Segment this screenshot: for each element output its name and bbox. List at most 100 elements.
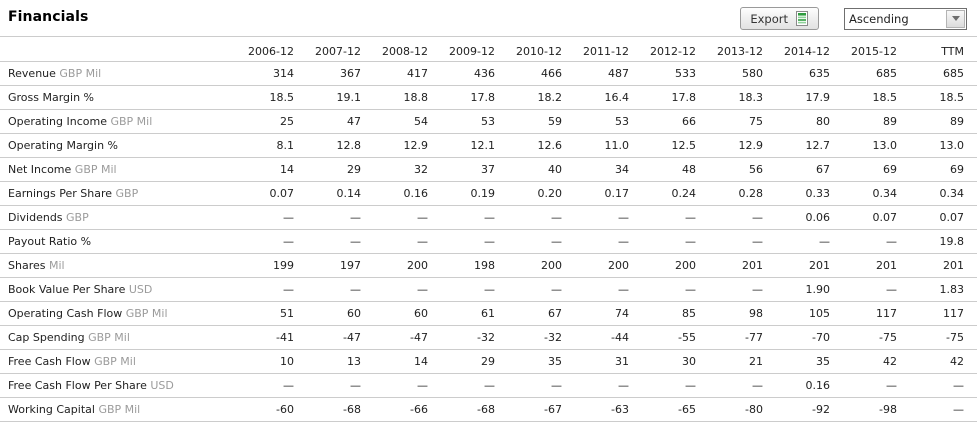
table-row: Net Income GBP Mil 14 29 32 37 40 34 48 56 67 69 6… [0, 157, 977, 182]
table-row: Shares Mil 199 197 200 198 200 200 200 201 201 20… [0, 253, 977, 278]
value-cell: 80 [776, 109, 843, 134]
column-header: 2007-12 [307, 37, 374, 62]
value-cell: 66 [642, 109, 709, 134]
value-cell: 75 [709, 109, 776, 134]
value-cell: 14 [374, 349, 441, 374]
value-cell: 59 [508, 109, 575, 134]
table-row: Operating Cash Flow GBP Mil 51 60 60 61 67 74… [0, 301, 977, 326]
value-cell: 117 [910, 301, 977, 326]
row-unit: USD [128, 282, 153, 296]
value-cell: -70 [776, 325, 843, 350]
value-cell: 8.1 [240, 133, 307, 158]
value-cell: — [843, 373, 910, 398]
value-cell: 199 [240, 253, 307, 278]
value-cell: — [575, 205, 642, 230]
value-cell: 14 [240, 157, 307, 182]
value-cell: 37 [441, 157, 508, 182]
table-row: Cap Spending GBP Mil -41 -47 -47 -32 -32 -44-… [0, 325, 977, 350]
row-label-cell: Working Capital GBP Mil [0, 397, 240, 422]
value-cell: — [843, 229, 910, 254]
value-cell: 85 [642, 301, 709, 326]
row-label: Payout Ratio % [8, 234, 92, 248]
row-label: Shares [8, 258, 46, 272]
value-cell: -92 [776, 397, 843, 422]
value-cell: 117 [843, 301, 910, 326]
row-label-cell: Payout Ratio % [0, 229, 240, 254]
value-cell: 48 [642, 157, 709, 182]
value-cell: 200 [508, 253, 575, 278]
row-label-cell: Cap Spending GBP Mil [0, 325, 240, 350]
column-header: 2013-12 [709, 37, 776, 62]
value-cell: 29 [441, 349, 508, 374]
value-cell: — [441, 277, 508, 302]
row-unit: GBP Mil [94, 354, 136, 368]
row-label: Revenue [8, 66, 56, 80]
value-cell: 685 [910, 61, 977, 86]
value-cell: — [843, 277, 910, 302]
value-cell: 417 [374, 61, 441, 86]
value-cell: 19.8 [910, 229, 977, 254]
value-cell: 12.6 [508, 133, 575, 158]
value-cell: 13.0 [843, 133, 910, 158]
value-cell: 198 [441, 253, 508, 278]
table-header-row: 2006-12 2007-12 2008-12 2009-12 2010-12 2011-… [0, 37, 977, 62]
sort-order-select[interactable]: Ascending [844, 7, 967, 30]
row-label-cell: Earnings Per Share GBP [0, 181, 240, 206]
value-cell: -32 [441, 325, 508, 350]
value-cell: 0.20 [508, 181, 575, 206]
value-cell: — [709, 277, 776, 302]
page-title: Financials [8, 9, 89, 25]
value-cell: 0.16 [776, 373, 843, 398]
value-cell: 16.4 [575, 85, 642, 110]
value-cell: 17.9 [776, 85, 843, 110]
row-unit: GBP Mil [98, 402, 141, 416]
value-cell: 34 [575, 157, 642, 182]
value-cell: 17.8 [441, 85, 508, 110]
value-cell: 0.33 [776, 181, 843, 206]
value-cell: 13 [307, 349, 374, 374]
row-label-cell: Operating Margin % [0, 133, 240, 158]
row-label-cell: Revenue GBP Mil [0, 61, 240, 86]
column-header: 2011-12 [575, 37, 642, 62]
value-cell: 580 [709, 61, 776, 86]
value-cell: 12.5 [642, 133, 709, 158]
value-cell: — [307, 277, 374, 302]
value-cell: — [709, 205, 776, 230]
value-cell: 0.28 [709, 181, 776, 206]
value-cell: 69 [910, 157, 977, 182]
value-cell: 42 [910, 349, 977, 374]
value-cell: 533 [642, 61, 709, 86]
row-unit: GBP Mil [110, 114, 153, 128]
value-cell: -68 [441, 397, 508, 422]
export-button[interactable]: Export [740, 7, 819, 30]
value-cell: 0.19 [441, 181, 508, 206]
column-header: 2009-12 [441, 37, 508, 62]
value-cell: 47 [307, 109, 374, 134]
value-cell: 19.1 [307, 85, 374, 110]
value-cell: — [709, 229, 776, 254]
dropdown-arrow-icon[interactable] [946, 9, 965, 28]
value-cell: 10 [240, 349, 307, 374]
value-cell: 201 [776, 253, 843, 278]
value-cell: 18.2 [508, 85, 575, 110]
row-label-cell: Dividends GBP [0, 205, 240, 230]
value-cell: 74 [575, 301, 642, 326]
value-cell: — [374, 373, 441, 398]
value-cell: 18.8 [374, 85, 441, 110]
header-bar: Financials Export Ascending [0, 0, 977, 37]
value-cell: 60 [374, 301, 441, 326]
value-cell: — [575, 373, 642, 398]
table-row: Operating Margin % 8.1 12.8 12.9 12.1 12.6 11… [0, 133, 977, 158]
row-unit: USD [150, 378, 174, 392]
value-cell: -75 [843, 325, 910, 350]
value-cell: 51 [240, 301, 307, 326]
row-label-cell: Net Income GBP Mil [0, 157, 240, 182]
export-spreadsheet-icon [795, 11, 809, 26]
value-cell: 12.7 [776, 133, 843, 158]
column-header: TTM [910, 37, 977, 62]
value-cell: — [508, 373, 575, 398]
column-header: 2015-12 [843, 37, 910, 62]
column-header: 2012-12 [642, 37, 709, 62]
value-cell: -65 [642, 397, 709, 422]
